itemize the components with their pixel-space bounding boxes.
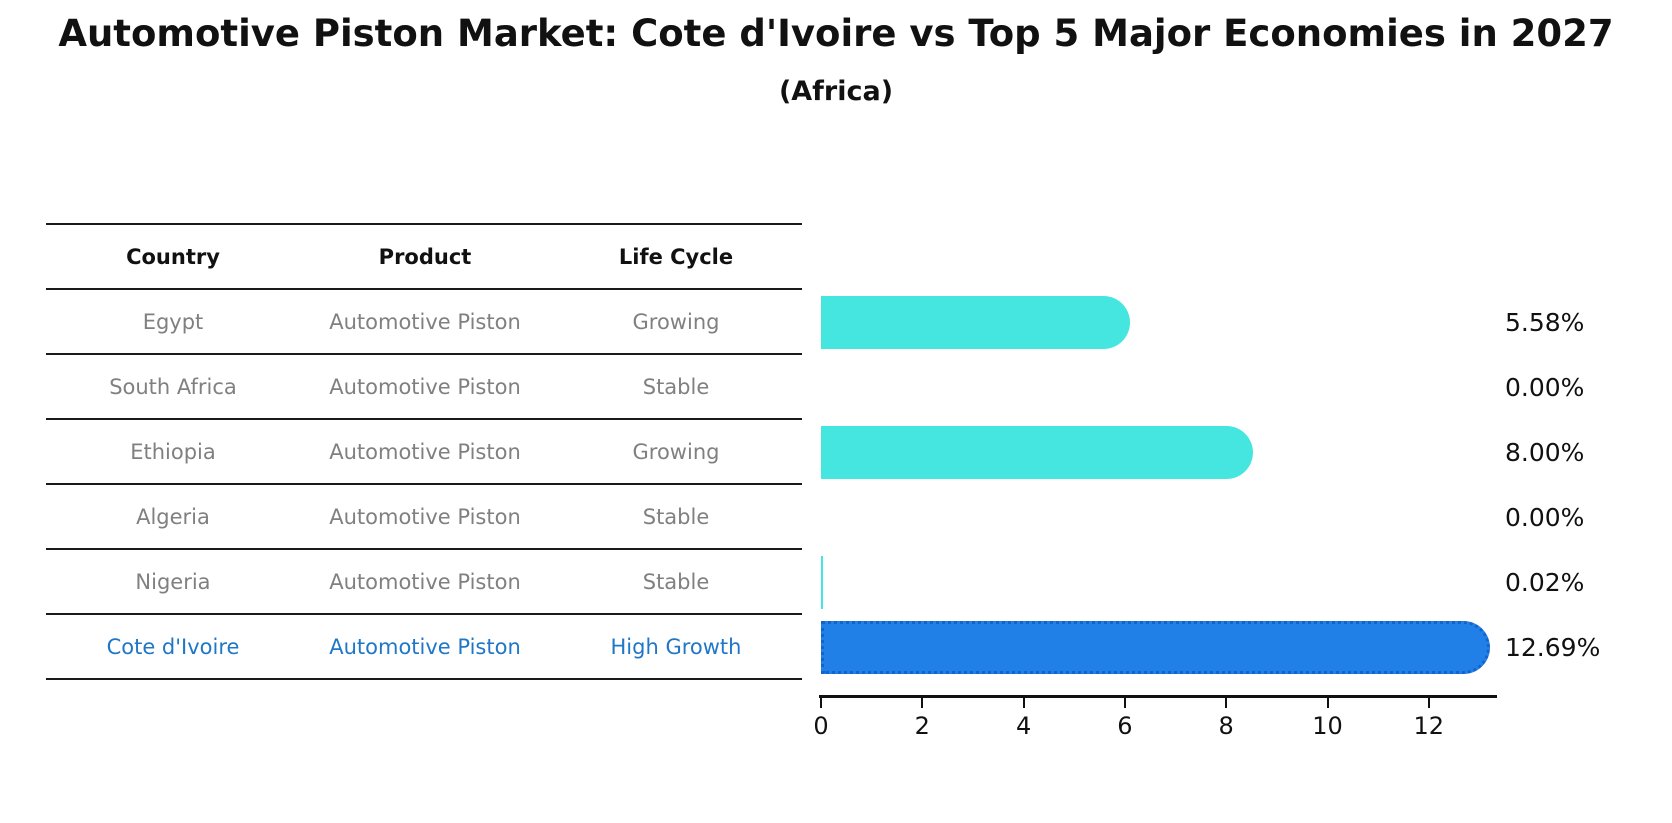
x-axis-tick	[820, 698, 822, 708]
cell-product: Automotive Piston	[329, 439, 521, 464]
cell-product: Automotive Piston	[329, 309, 521, 334]
cell-life-cycle: Stable	[642, 569, 710, 594]
x-axis-tick	[1326, 698, 1329, 708]
x-axis-tick-label: 10	[1312, 712, 1343, 740]
value-label: 8.00%	[1505, 437, 1585, 467]
x-axis-tick-label: 0	[813, 712, 829, 740]
bar-ethiopia	[821, 426, 1253, 479]
table-header-row: Country Product Life Cycle	[46, 223, 802, 290]
cell-country: Nigeria	[135, 569, 211, 594]
table-row: Nigeria Automotive Piston Stable	[46, 550, 802, 615]
cell-country: South Africa	[109, 374, 237, 399]
cell-life-cycle: Growing	[632, 309, 720, 334]
column-header-product: Product	[378, 244, 472, 269]
x-axis-line	[819, 695, 1497, 698]
table-row: Algeria Automotive Piston Stable	[46, 485, 802, 550]
x-axis-tick-label: 4	[1015, 712, 1032, 740]
table-row: South Africa Automotive Piston Stable	[46, 355, 802, 420]
cell-country: Egypt	[142, 309, 204, 334]
x-axis-tick-label: 8	[1218, 712, 1234, 740]
table-row: Egypt Automotive Piston Growing	[46, 290, 802, 355]
value-label: 12.69%	[1505, 632, 1601, 662]
column-header-country: Country	[126, 244, 220, 269]
cell-life-cycle: Stable	[642, 374, 710, 399]
x-axis-tick-label: 12	[1413, 712, 1445, 740]
column-header-life-cycle: Life Cycle	[618, 244, 734, 269]
bar-egypt	[821, 296, 1130, 349]
cell-life-cycle: High Growth	[610, 634, 742, 659]
bar-cote-d-ivoire	[821, 621, 1491, 674]
x-axis-tick	[1123, 698, 1126, 708]
cell-country: Cote d'Ivoire	[106, 634, 240, 659]
cell-product: Automotive Piston	[329, 504, 521, 529]
cell-country: Ethiopia	[130, 439, 216, 464]
x-axis-tick	[921, 698, 924, 708]
comparison-table: Country Product Life Cycle Egypt Automot…	[46, 223, 802, 680]
x-axis-tick-label: 2	[914, 712, 930, 740]
x-axis-tick	[1022, 698, 1025, 708]
cell-product: Automotive Piston	[329, 634, 521, 659]
x-axis-tick-label: 6	[1117, 712, 1133, 740]
x-axis-tick	[1225, 698, 1228, 708]
bar-nigeria	[821, 556, 823, 609]
x-axis-tick	[1427, 698, 1430, 708]
cell-product: Automotive Piston	[329, 374, 521, 399]
table-row-highlighted: Cote d'Ivoire Automotive Piston High Gro…	[46, 615, 802, 680]
value-label: 0.02%	[1505, 567, 1585, 597]
value-label: 5.58%	[1505, 307, 1585, 337]
cell-life-cycle: Stable	[642, 504, 710, 529]
cell-life-cycle: Growing	[632, 439, 720, 464]
cell-product: Automotive Piston	[329, 569, 521, 594]
page-title: Automotive Piston Market: Cote d'Ivoire …	[58, 12, 1614, 55]
value-label: 0.00%	[1505, 372, 1585, 402]
value-label: 0.00%	[1505, 502, 1585, 532]
table-row: Ethiopia Automotive Piston Growing	[46, 420, 802, 485]
cell-country: Algeria	[136, 504, 210, 529]
page-subtitle: (Africa)	[778, 76, 894, 107]
